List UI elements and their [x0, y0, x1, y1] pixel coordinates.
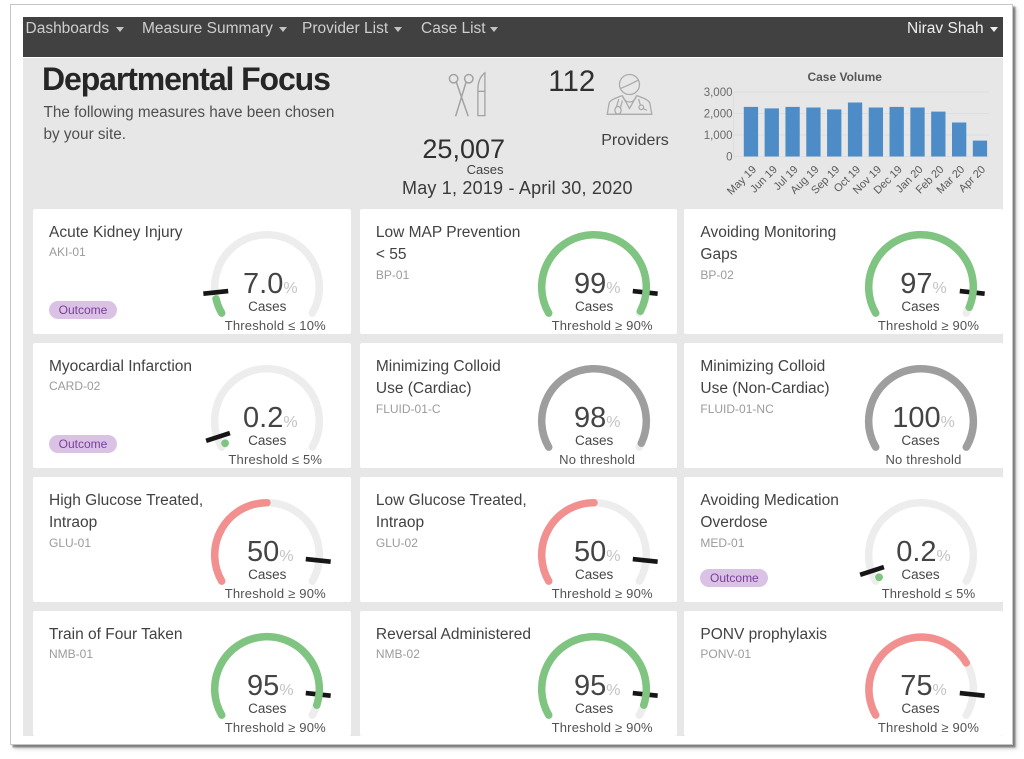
svg-text:2,000: 2,000	[704, 108, 733, 120]
svg-text:Case Volume: Case Volume	[807, 70, 882, 84]
svg-text:0: 0	[726, 151, 732, 163]
svg-text:1,000: 1,000	[704, 130, 733, 142]
svg-text:3,000: 3,000	[704, 87, 733, 99]
